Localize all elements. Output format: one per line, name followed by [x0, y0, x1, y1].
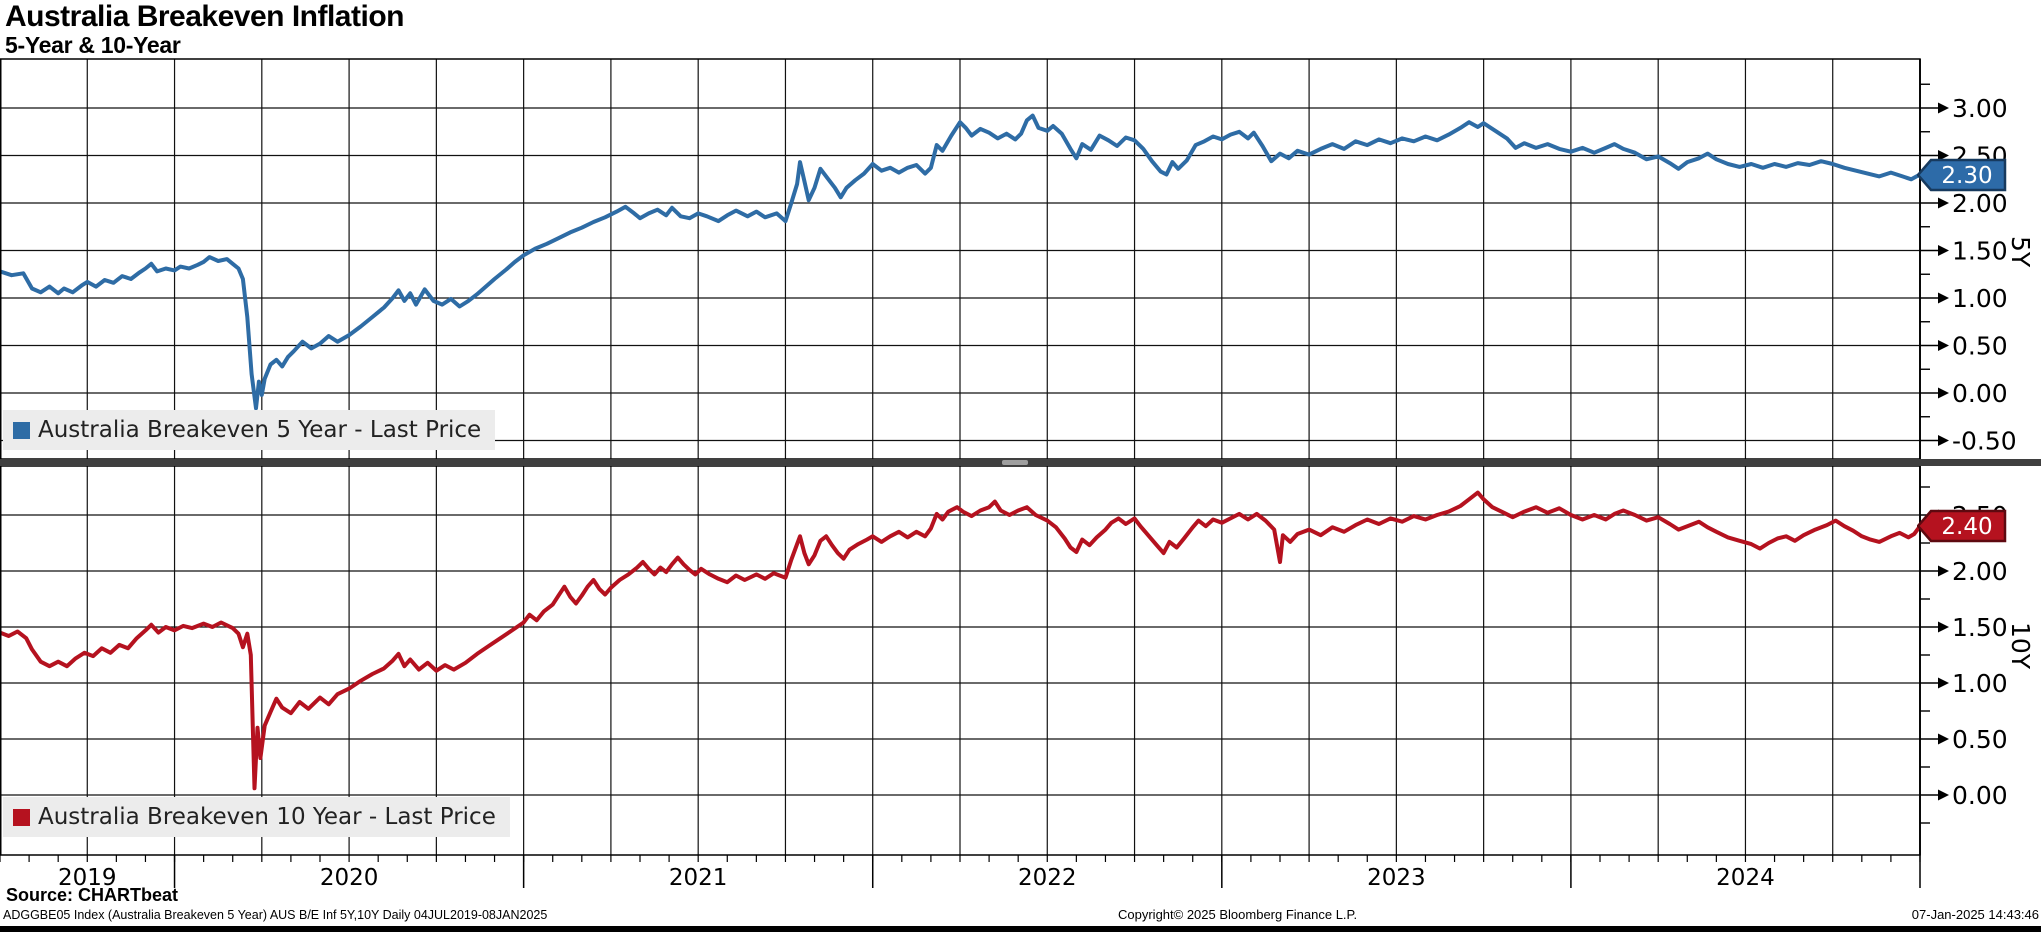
svg-text:0.50: 0.50 [1952, 332, 2008, 361]
chart-title: Australia Breakeven Inflation [5, 0, 404, 33]
svg-text:1.00: 1.00 [1952, 669, 2008, 698]
svg-text:2.00: 2.00 [1952, 189, 2008, 218]
badge-10y-shape [1917, 509, 2007, 543]
timestamp: 07-Jan-2025 14:43:46 [1911, 907, 2039, 922]
badge-5y-value: 2.30 [1941, 163, 1992, 189]
svg-text:0.50: 0.50 [1952, 725, 2008, 754]
svg-text:3.00: 3.00 [1952, 94, 2008, 123]
svg-text:2022: 2022 [1018, 865, 1077, 891]
legend-5y[interactable]: Australia Breakeven 5 Year - Last Price [3, 410, 496, 450]
chart-subtitle: 5-Year & 10-Year [5, 32, 181, 58]
y-axis-10y: 2.502.001.501.000.500.00 [1919, 466, 2008, 855]
svg-text:2019: 2019 [58, 865, 117, 891]
svg-text:0.00: 0.00 [1952, 781, 2008, 810]
source-label: Source: CHARTbeat [6, 885, 179, 905]
series-line-5y[interactable] [0, 113, 1920, 411]
series-line-10y[interactable] [0, 490, 1920, 791]
security-info: ADGGBE05 Index (Australia Breakeven 5 Ye… [3, 908, 548, 922]
badge-5y-shape [1917, 158, 2007, 192]
y-axis-title-10y: 10Y [2006, 622, 2035, 670]
copyright-notice: Copyright© 2025 Bloomberg Finance L.P. [1118, 907, 1358, 922]
5Y-panel-grid [0, 59, 1921, 459]
legend-10y-label: Australia Breakeven 10 Year - Last Price [38, 804, 496, 830]
panel-divider-handle[interactable] [1002, 460, 1028, 465]
svg-text:1.50: 1.50 [1952, 237, 2008, 266]
last-price-badge-10y[interactable]: 2.40 [1917, 509, 2007, 543]
svg-text:2024: 2024 [1716, 865, 1775, 891]
legend-5y-swatch [13, 421, 30, 439]
svg-text:0.00: 0.00 [1952, 379, 2008, 408]
legend-10y[interactable]: Australia Breakeven 10 Year - Last Price [3, 797, 510, 837]
last-price-badge-5y[interactable]: 2.30 [1917, 158, 2007, 192]
y-axis-5y: 3.002.502.001.501.000.500.00-0.50 [1919, 59, 2017, 459]
svg-text:1.00: 1.00 [1952, 284, 2008, 313]
svg-text:1.50: 1.50 [1952, 613, 2008, 642]
bottom-edge-bar [0, 926, 2041, 932]
svg-text:2.00: 2.00 [1952, 557, 2008, 586]
svg-text:2020: 2020 [320, 865, 379, 891]
svg-text:-0.50: -0.50 [1952, 427, 2017, 456]
svg-text:2023: 2023 [1367, 865, 1426, 891]
legend-5y-label: Australia Breakeven 5 Year - Last Price [38, 417, 482, 443]
legend-10y-swatch [13, 808, 30, 826]
svg-text:2021: 2021 [669, 865, 728, 891]
10Y-panel-grid [0, 466, 1921, 855]
y-axis-title-5y: 5Y [2006, 236, 2035, 268]
badge-10y-value: 2.40 [1941, 514, 1992, 540]
x-axis: 2019 2020 2021 2022 2023 2024 [0, 855, 1921, 891]
